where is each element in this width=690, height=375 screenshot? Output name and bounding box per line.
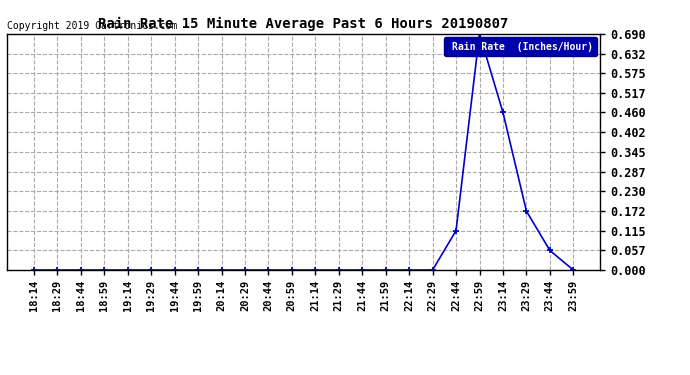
Legend: Rain Rate  (Inches/Hour): Rain Rate (Inches/Hour) [444, 37, 598, 56]
Text: Copyright 2019 Cartronics.com: Copyright 2019 Cartronics.com [7, 21, 177, 32]
Title: Rain Rate 15 Minute Average Past 6 Hours 20190807: Rain Rate 15 Minute Average Past 6 Hours… [99, 17, 509, 31]
